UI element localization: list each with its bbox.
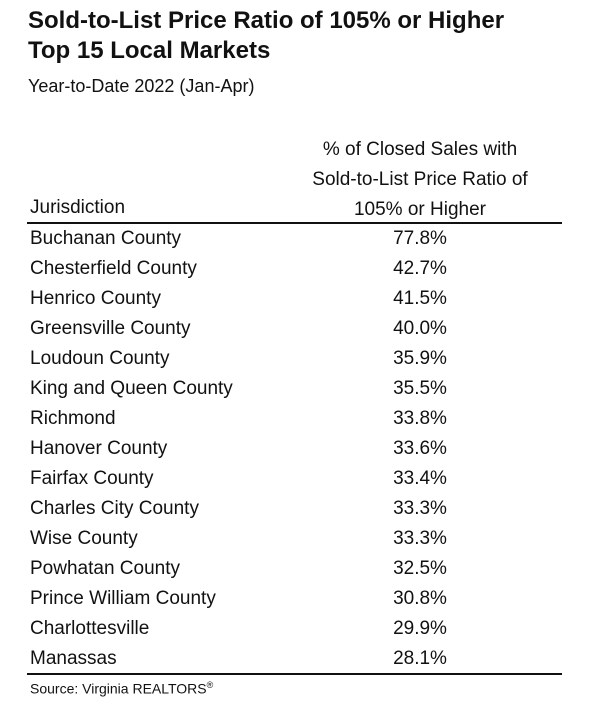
header-line: Sold-to-List Price Ratio of [312,169,528,190]
ratio: 33.6% [393,438,447,459]
jurisdiction: Fairfax County [30,468,154,489]
ratio: 33.3% [393,528,447,549]
jurisdiction: Powhatan County [30,558,180,579]
ratio: 32.5% [393,558,447,579]
header-line: 105% or Higher [353,199,487,220]
jurisdiction: Loudoun County [30,348,170,369]
ratio: 33.8% [393,408,447,429]
column-header: Jurisdiction [30,197,126,218]
ratio: 42.7% [393,258,447,279]
jurisdiction: Henrico County [30,288,161,309]
ratio: 35.9% [393,348,447,369]
jurisdiction: Richmond [30,408,116,429]
ratio: 33.3% [393,498,447,519]
ratio: 41.5% [393,288,447,309]
ratio: 35.5% [393,378,447,399]
jurisdiction: Prince William County [30,588,216,609]
header-line: % of Closed Sales with [322,139,518,160]
jurisdiction: Charlottesville [30,618,150,639]
ratio: 28.1% [393,648,447,669]
column-header: % of Closed Sales with Sold-to-List Pric… [280,135,560,225]
ratio: 40.0% [393,318,447,339]
jurisdiction: Wise County [30,528,138,549]
jurisdiction: Greensville County [30,318,191,339]
jurisdiction: King and Queen County [30,378,233,399]
ratio: 30.8% [393,588,447,609]
title-line: Top 15 Local Markets [28,37,271,64]
subtitle: Year-to-Date 2022 (Jan-Apr) [28,76,255,96]
jurisdiction: Hanover County [30,438,168,459]
ratio: 33.4% [393,468,447,489]
source-text: Source: Virginia REALTORS [30,680,207,697]
jurisdiction: Chesterfield County [30,258,197,279]
ratio: 77.8% [393,228,447,249]
source: Source: Virginia REALTORS® [30,680,213,697]
ratio: 29.9% [393,618,447,639]
registered-mark: ® [206,680,214,690]
header-rule [27,222,562,224]
title-line: Sold-to-List Price Ratio of 105% or High… [28,7,505,34]
bottom-rule [27,673,562,675]
jurisdiction: Manassas [30,648,117,669]
jurisdiction: Charles City County [30,498,199,519]
jurisdiction: Buchanan County [30,228,182,249]
